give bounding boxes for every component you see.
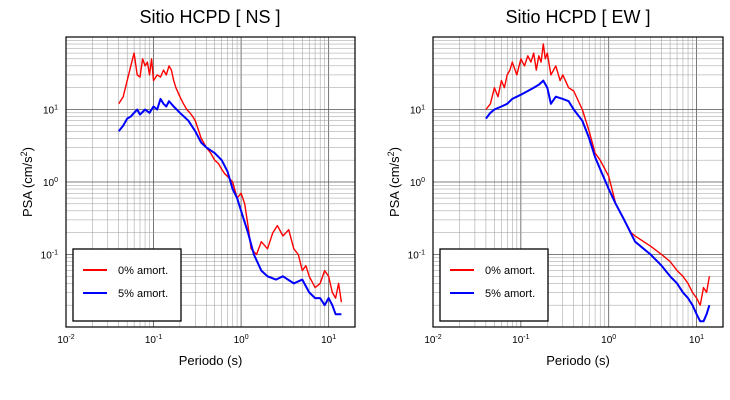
series-line-blue xyxy=(485,79,711,323)
x-tick-label: 100 xyxy=(601,334,616,346)
legend: 0% amort. 5% amort. xyxy=(439,248,549,322)
y-tick-label: 10-1 xyxy=(41,250,58,262)
series-line-blue xyxy=(117,97,342,316)
legend: 0% amort. 5% amort. xyxy=(72,248,182,322)
legend-label: 0% amort. xyxy=(485,265,535,277)
x-tick-label: 10-1 xyxy=(512,334,529,346)
legend-label: 0% amort. xyxy=(118,265,168,277)
y-tick-label: 10-1 xyxy=(408,250,425,262)
x-tick-label: 100 xyxy=(234,334,249,346)
y-axis-label: PSA (cm/s2) xyxy=(19,147,35,217)
chart-ns: 10-2 10-1 100 101 10-1 100 101 Sitio HCPD [ NS … xyxy=(19,7,356,368)
series-line-red xyxy=(118,52,343,303)
x-tick-label: 10-2 xyxy=(424,334,441,346)
plot-frame xyxy=(432,36,724,328)
x-tick-label: 10-2 xyxy=(57,334,74,346)
x-tick-label: 101 xyxy=(689,334,704,346)
y-axis-label: PSA (cm/s2) xyxy=(386,147,402,217)
legend-box xyxy=(439,248,549,322)
x-axis-label: Periodo (s) xyxy=(179,353,243,368)
legend-label: 5% amort. xyxy=(118,288,168,300)
chart-ew: 10-2 10-1 100 101 10-1 100 101 Sitio HCPD [ EW … xyxy=(386,7,724,368)
legend-box xyxy=(72,248,182,322)
chart-title: Sitio HCPD [ EW ] xyxy=(505,7,650,27)
plot-frame xyxy=(65,36,356,328)
x-tick-label: 10-1 xyxy=(145,334,162,346)
y-tick-label: 101 xyxy=(43,105,58,117)
x-tick-label: 101 xyxy=(321,334,336,346)
series-line-red xyxy=(485,43,711,306)
grid xyxy=(432,36,724,328)
y-tick-label: 100 xyxy=(43,177,58,189)
chart-title: Sitio HCPD [ NS ] xyxy=(139,7,280,27)
x-axis-label: Periodo (s) xyxy=(546,353,610,368)
legend-label: 5% amort. xyxy=(485,288,535,300)
y-tick-label: 100 xyxy=(410,177,425,189)
y-tick-label: 101 xyxy=(410,105,425,117)
